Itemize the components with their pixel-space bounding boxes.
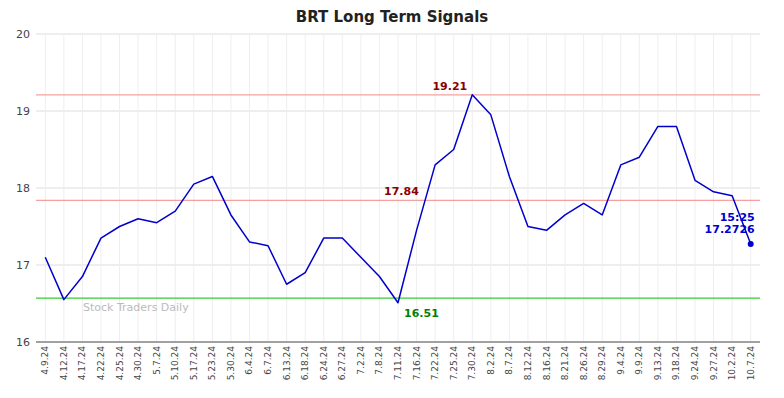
x-tick-label: 7.30.24 bbox=[467, 346, 477, 381]
annotation-line: 17.84 bbox=[384, 185, 419, 198]
grid-line bbox=[620, 34, 621, 342]
x-tick-label: 5.10.24 bbox=[170, 346, 180, 381]
grid-line bbox=[472, 34, 473, 342]
grid-line bbox=[175, 34, 176, 342]
grid-line bbox=[156, 34, 157, 342]
x-tick-label: 4.25.24 bbox=[115, 346, 125, 381]
x-tick-label: 6.24.24 bbox=[319, 346, 329, 381]
grid-line bbox=[490, 34, 491, 342]
x-tick-label: 10.2.24 bbox=[727, 346, 737, 381]
grid-line bbox=[36, 342, 760, 343]
watermark: Stock Traders Daily bbox=[83, 301, 189, 314]
grid-line bbox=[342, 34, 343, 342]
grid-line bbox=[63, 34, 64, 342]
grid-line bbox=[230, 34, 231, 342]
x-tick-label: 8.26.24 bbox=[579, 346, 589, 381]
grid-line bbox=[527, 34, 528, 342]
grid-line bbox=[657, 34, 658, 342]
grid-line bbox=[193, 34, 194, 342]
y-tick-label: 17 bbox=[16, 259, 30, 272]
x-tick-label: 4.17.24 bbox=[77, 346, 87, 381]
grid-line bbox=[360, 34, 361, 342]
x-tick-label: 7.22.24 bbox=[430, 346, 440, 381]
grid-line bbox=[249, 34, 250, 342]
grid-line bbox=[323, 34, 324, 342]
x-tick-label: 8.16.24 bbox=[542, 346, 552, 381]
reference-line bbox=[36, 298, 760, 299]
grid-line bbox=[138, 34, 139, 342]
grid-line bbox=[286, 34, 287, 342]
grid-line bbox=[713, 34, 714, 342]
current-point bbox=[748, 241, 754, 247]
y-tick-label: 19 bbox=[16, 105, 30, 118]
x-tick-label: 7.2.24 bbox=[356, 346, 366, 375]
x-tick-label: 6.27.24 bbox=[337, 346, 347, 381]
x-tick-label: 8.2.24 bbox=[486, 346, 496, 375]
grid-line bbox=[732, 34, 733, 342]
x-tick-label: 4.30.24 bbox=[133, 346, 143, 381]
title: BRT Long Term Signals bbox=[296, 8, 489, 26]
grid-line bbox=[583, 34, 584, 342]
x-tick-label: 4.9.24 bbox=[40, 346, 50, 375]
plot-area bbox=[36, 95, 760, 303]
grid-line bbox=[565, 34, 566, 342]
grid-line bbox=[695, 34, 696, 342]
x-tick-label: 7.11.24 bbox=[393, 346, 403, 381]
x-tick-label: 9.27.24 bbox=[709, 346, 719, 381]
annotation: 16.51 bbox=[404, 307, 439, 320]
x-tick-label: 5.23.24 bbox=[207, 346, 217, 381]
grid-line bbox=[676, 34, 677, 342]
x-axis-line bbox=[36, 341, 760, 342]
grid-line bbox=[45, 34, 46, 342]
x-tick-label: 4.22.24 bbox=[96, 346, 106, 381]
grid-line bbox=[212, 34, 213, 342]
x-tick-label: 10.7.24 bbox=[746, 346, 756, 381]
x-tick-label: 9.24.24 bbox=[690, 346, 700, 381]
y-tick-label: 20 bbox=[16, 28, 30, 41]
reference-line bbox=[36, 94, 760, 95]
x-tick-label: 5.7.24 bbox=[152, 346, 162, 375]
annotation: 15:2517.2726 bbox=[705, 211, 755, 236]
grid-line bbox=[509, 34, 510, 342]
annotation-line: 19.21 bbox=[432, 80, 467, 93]
x-tick-label: 7.16.24 bbox=[412, 346, 422, 381]
x-tick-label: 9.18.24 bbox=[671, 346, 681, 381]
x-tick-label: 5.17.24 bbox=[189, 346, 199, 381]
x-tick-label: 8.7.24 bbox=[504, 346, 514, 375]
x-tick-label: 6.7.24 bbox=[263, 346, 273, 375]
grid-line bbox=[639, 34, 640, 342]
x-tick-label: 7.25.24 bbox=[449, 346, 459, 381]
grid-line bbox=[546, 34, 547, 342]
x-tick-label: 9.13.24 bbox=[653, 346, 663, 381]
grid-line bbox=[119, 34, 120, 342]
x-tick-label: 6.18.24 bbox=[300, 346, 310, 381]
grid-line bbox=[82, 34, 83, 342]
x-tick-label: 8.21.24 bbox=[560, 346, 570, 381]
reference-line bbox=[36, 200, 760, 201]
annotation-line: 16.51 bbox=[404, 307, 439, 320]
x-tick-label: 6.4.24 bbox=[244, 346, 254, 375]
x-tick-label: 4.12.24 bbox=[59, 346, 69, 381]
x-tick-label: 9.4.24 bbox=[616, 346, 626, 375]
grid-line bbox=[268, 34, 269, 342]
x-tick-label: 7.8.24 bbox=[374, 346, 384, 375]
x-tick-label: 5.30.24 bbox=[226, 346, 236, 381]
grid-line bbox=[305, 34, 306, 342]
annotation-line: 17.2726 bbox=[705, 223, 755, 236]
grid-line bbox=[602, 34, 603, 342]
x-tick-label: 8.12.24 bbox=[523, 346, 533, 381]
annotation: 19.21 bbox=[432, 80, 467, 93]
grid-line bbox=[100, 34, 101, 342]
y-tick-label: 18 bbox=[16, 182, 30, 195]
price-line bbox=[45, 95, 750, 303]
chart: BRT Long Term Signals 16 17 18 19 20 4.9.24 4.1… bbox=[0, 0, 784, 398]
annotation: 17.84 bbox=[384, 185, 419, 198]
x-tick-label: 6.13.24 bbox=[282, 346, 292, 381]
grid-line bbox=[379, 34, 380, 342]
grid bbox=[36, 34, 760, 342]
y-tick-label: 16 bbox=[16, 336, 30, 349]
grid-line bbox=[750, 34, 751, 342]
x-tick-label: 8.29.24 bbox=[597, 346, 607, 381]
x-tick-label: 9.9.24 bbox=[634, 346, 644, 375]
